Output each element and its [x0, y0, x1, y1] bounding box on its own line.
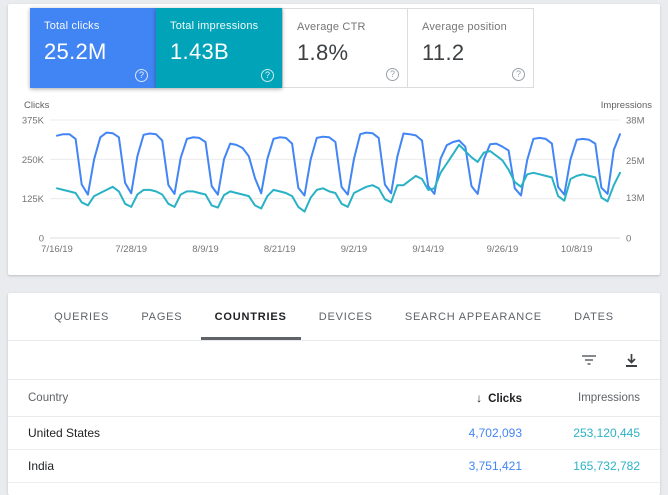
help-icon[interactable]: ?	[386, 68, 399, 81]
table-body: United States 4,702,093 253,120,445 India 3,…	[8, 417, 660, 483]
performance-card: Total clicks 25.2M? Total impressions 1.43B…	[8, 4, 660, 275]
clicks-cell: 4,702,093	[468, 426, 522, 440]
svg-text:8/9/19: 8/9/19	[192, 244, 218, 255]
svg-text:250K: 250K	[22, 155, 45, 166]
svg-text:0: 0	[39, 234, 44, 245]
metric-value: 1.43B	[170, 39, 229, 64]
svg-text:125K: 125K	[22, 194, 45, 205]
svg-text:0: 0	[626, 234, 631, 245]
impressions-cell: 253,120,445	[573, 426, 640, 440]
column-header-country[interactable]: Country	[28, 392, 69, 404]
svg-text:7/28/19: 7/28/19	[115, 244, 147, 255]
metric-card-average-ctr[interactable]: Average CTR 1.8%?	[282, 8, 408, 88]
tab-devices[interactable]: DEVICES	[318, 310, 373, 323]
svg-text:38M: 38M	[626, 116, 645, 127]
column-header-impressions[interactable]: Impressions	[578, 392, 640, 404]
help-icon[interactable]: ?	[261, 69, 274, 82]
svg-text:8/21/19: 8/21/19	[264, 244, 296, 255]
dimensions-table-card: QUERIES PAGES COUNTRIES DEVICES SEARCH APPEA…	[8, 293, 660, 495]
tab-search-appearance[interactable]: SEARCH APPEARANCE	[404, 310, 542, 323]
metric-value: 11.2	[422, 40, 465, 65]
help-icon[interactable]: ?	[135, 69, 148, 82]
metric-card-average-position[interactable]: Average position 11.2?	[408, 8, 534, 88]
svg-text:375K: 375K	[22, 116, 45, 127]
table-row[interactable]: India 3,751,421 165,732,782	[8, 450, 660, 483]
svg-text:Impressions: Impressions	[601, 100, 652, 111]
svg-text:13M: 13M	[626, 193, 645, 204]
download-icon[interactable]	[622, 351, 640, 369]
impressions-cell: 165,732,782	[573, 459, 640, 473]
country-cell: United States	[28, 426, 101, 440]
tab-countries[interactable]: COUNTRIES	[201, 293, 301, 340]
metric-label: Total clicks	[44, 20, 100, 32]
tab-dates[interactable]: DATES	[574, 310, 614, 323]
svg-text:Clicks: Clicks	[24, 100, 50, 111]
svg-text:25M: 25M	[626, 156, 645, 167]
metric-label: Average CTR	[297, 21, 366, 33]
svg-text:10/8/19: 10/8/19	[561, 244, 593, 255]
svg-text:9/2/19: 9/2/19	[341, 244, 367, 255]
clicks-cell: 3,751,421	[468, 459, 522, 473]
metric-value: 1.8%	[297, 40, 349, 65]
tab-pages[interactable]: PAGES	[141, 310, 183, 323]
svg-text:7/16/19: 7/16/19	[41, 244, 73, 255]
help-icon[interactable]: ?	[512, 68, 525, 81]
dimension-tabs: QUERIES PAGES COUNTRIES DEVICES SEARCH APPEA…	[8, 293, 660, 341]
table-row[interactable]: United States 4,702,093 253,120,445	[8, 417, 660, 450]
metric-label: Total impressions	[170, 20, 259, 32]
country-cell: India	[28, 459, 55, 473]
metric-value: 25.2M	[44, 39, 107, 64]
summary-metrics-row: Total clicks 25.2M? Total impressions 1.43B…	[30, 8, 534, 88]
filter-icon[interactable]	[580, 351, 598, 369]
svg-text:9/14/19: 9/14/19	[412, 244, 444, 255]
tab-queries[interactable]: QUERIES	[54, 310, 110, 323]
table-header-row: Country ↓ Clicks Impressions	[8, 380, 660, 417]
performance-chart: 375K 250K 125K 0 38M 25M 13M 0 Clicks Impressions…	[22, 100, 652, 255]
metric-card-total-impressions[interactable]: Total impressions 1.43B?	[156, 8, 282, 88]
metric-card-total-clicks[interactable]: Total clicks 25.2M?	[30, 8, 156, 88]
sort-desc-icon: ↓	[476, 391, 483, 405]
metric-label: Average position	[422, 21, 507, 33]
column-header-clicks[interactable]: ↓ Clicks	[476, 391, 522, 405]
svg-text:9/26/19: 9/26/19	[487, 244, 519, 255]
table-toolbar	[8, 341, 660, 380]
